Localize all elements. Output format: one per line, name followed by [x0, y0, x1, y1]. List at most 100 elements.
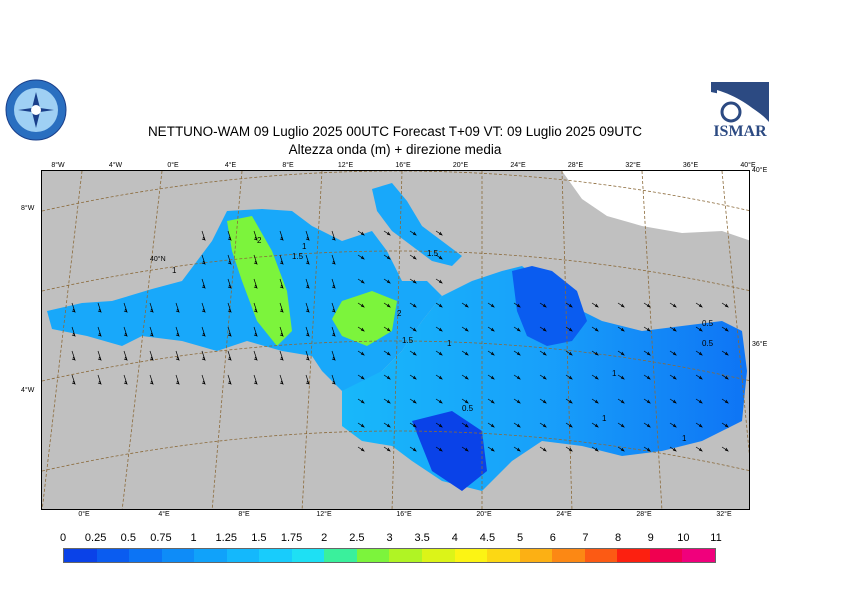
legend-label-18: 9 — [647, 532, 654, 544]
legend-swatch-15 — [552, 549, 585, 562]
direction-arrow — [201, 230, 206, 241]
contour-label-10: 0.5 — [702, 319, 714, 328]
legend-label-3: 0.75 — [150, 532, 172, 544]
direction-arrow — [539, 446, 547, 452]
direction-arrow — [331, 326, 336, 337]
direction-arrow — [513, 374, 521, 380]
direction-arrow — [539, 422, 547, 428]
legend-swatch-14 — [519, 549, 553, 562]
legend-swatch-16 — [584, 549, 618, 562]
direction-arrow — [383, 446, 391, 452]
direction-arrow — [487, 374, 495, 380]
direction-arrow — [487, 326, 495, 332]
top-lon-tick-3: 4°E — [224, 162, 237, 169]
direction-arrow — [669, 350, 677, 356]
direction-arrow — [201, 254, 206, 265]
direction-arrow — [617, 374, 625, 380]
aegean-sea — [512, 266, 587, 346]
direction-arrow — [253, 326, 258, 337]
wave-height-map[interactable]: 1 2 1.5 1.5 1 2 1 1.5 0.5 1 0.5 0.5 1 1 40°N — [41, 170, 750, 510]
direction-arrow — [695, 350, 703, 356]
legend-swatch-19 — [682, 549, 715, 562]
direction-arrow — [435, 350, 443, 356]
direction-arrow — [409, 446, 417, 452]
legend-label-1: 0.25 — [84, 532, 107, 544]
direction-arrow — [409, 422, 417, 428]
direction-arrow — [409, 302, 417, 308]
direction-arrow — [331, 230, 336, 241]
bottom-lon-tick-7: 28°E — [636, 511, 652, 518]
direction-arrow — [591, 350, 599, 356]
direction-arrow — [201, 326, 206, 337]
direction-arrow — [669, 446, 677, 452]
direction-arrow — [253, 374, 258, 385]
direction-arrow — [461, 374, 469, 380]
direction-arrow — [383, 230, 391, 236]
direction-arrow — [305, 230, 310, 241]
direction-arrow — [695, 326, 703, 332]
legend-swatch-17 — [617, 549, 650, 562]
direction-arrow — [591, 398, 599, 404]
direction-arrow — [591, 422, 599, 428]
direction-arrow — [539, 374, 547, 380]
direction-arrow — [565, 446, 573, 452]
top-lon-tick-8: 24°E — [510, 162, 526, 169]
direction-arrow — [409, 350, 417, 356]
legend-label-8: 2 — [321, 532, 328, 544]
direction-arrow — [695, 398, 703, 404]
contour-label-3: 1.5 — [427, 249, 439, 258]
direction-arrow — [721, 446, 729, 452]
direction-arrow — [617, 326, 625, 332]
direction-arrow — [71, 326, 76, 337]
direction-arrow — [305, 350, 310, 361]
direction-arrow — [201, 302, 206, 313]
top-lon-tick-5: 12°E — [337, 162, 354, 169]
direction-arrow — [643, 398, 651, 404]
direction-arrow — [461, 350, 469, 356]
ismar-logo: ISMAR — [711, 82, 769, 140]
legend-swatch-3 — [161, 549, 195, 562]
direction-arrow — [383, 422, 391, 428]
direction-arrow — [357, 326, 365, 332]
legend-label-6: 1.5 — [251, 532, 267, 544]
direction-arrow — [461, 326, 469, 332]
direction-arrow — [513, 350, 521, 356]
legend-swatch-5 — [226, 549, 260, 562]
direction-arrow — [695, 446, 703, 452]
direction-arrow — [539, 350, 547, 356]
direction-arrow — [435, 374, 443, 380]
direction-arrow — [253, 278, 258, 289]
direction-arrow — [617, 302, 625, 308]
direction-arrow — [331, 254, 336, 265]
wave-direction-arrows — [71, 230, 729, 452]
legend-label-4: 1 — [190, 532, 197, 544]
direction-arrow — [565, 350, 573, 356]
direction-arrow — [383, 350, 391, 356]
direction-arrow — [305, 326, 310, 337]
map-title: NETTUNO-WAM 09 Luglio 2025 00UTC Forecas… — [147, 124, 643, 139]
direction-arrow — [279, 254, 284, 265]
legend-label-17: 8 — [614, 532, 622, 544]
map-subtitle: Altezza onda (m) + direzione media — [288, 142, 502, 157]
legend-label-12: 4 — [451, 532, 458, 544]
contour-label-12: 1 — [602, 414, 607, 423]
top-lon-tick-4: 8°E — [282, 162, 294, 169]
direction-arrow — [149, 302, 154, 313]
direction-arrow — [669, 302, 677, 308]
direction-arrow — [565, 422, 573, 428]
wave-peak-tyrrhenian — [332, 291, 397, 346]
legend-label-14: 5 — [517, 532, 524, 544]
direction-arrow — [227, 374, 232, 385]
direction-arrow — [383, 326, 391, 332]
direction-arrow — [539, 398, 547, 404]
direction-arrow — [409, 230, 417, 236]
legend-swatch-1 — [96, 549, 130, 562]
direction-arrow — [617, 422, 625, 428]
top-lon-tick-7: 20°E — [452, 162, 469, 169]
legend-swatch-4 — [194, 549, 227, 562]
direction-arrow — [721, 398, 729, 404]
direction-arrow — [487, 422, 495, 428]
direction-arrow — [487, 302, 495, 308]
direction-arrow — [227, 230, 232, 241]
legend-swatch-2 — [129, 549, 162, 562]
